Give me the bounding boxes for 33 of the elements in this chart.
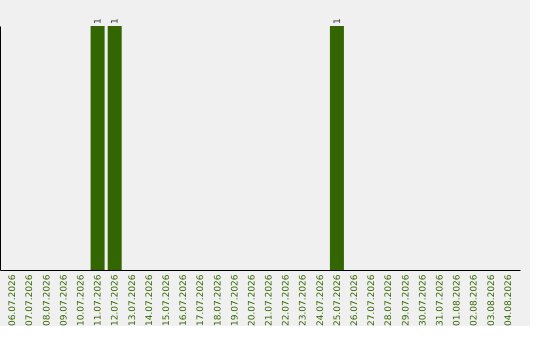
x-tick-label: 23.07.2026 [298, 274, 309, 326]
x-tick-label: 26.07.2026 [350, 274, 360, 326]
x-tick-label: 28.07.2026 [384, 274, 394, 326]
x-tick-label: 02.08.2026 [470, 274, 480, 326]
x-tick-label: 13.07.2026 [128, 274, 138, 326]
x-tick-label: 10.07.2026 [76, 274, 87, 326]
x-tick-label: 31.07.2026 [435, 274, 446, 326]
x-tick-label: 12.07.2026 [110, 274, 121, 326]
x-tick-label: 30.07.2026 [418, 274, 428, 326]
x-tick-label: 03.08.2026 [486, 274, 497, 326]
x-tick-label: 08.07.2026 [42, 274, 52, 326]
x-tick-label: 29.07.2026 [401, 274, 412, 326]
x-tick-label: 25.07.2026 [332, 274, 343, 326]
x-tick-label: 09.07.2026 [59, 274, 70, 326]
x-tick-label: 15.07.2026 [162, 274, 172, 326]
x-tick-label: 11.07.2026 [94, 274, 104, 326]
data-label: 1 [94, 18, 104, 24]
x-tick-label: 21.07.2026 [264, 274, 275, 326]
x-tick-label: 04.08.2026 [504, 274, 514, 326]
x-tick-label: 14.07.2026 [144, 274, 155, 326]
x-tick-label: 07.07.2026 [25, 274, 36, 326]
data-label: 1 [332, 18, 343, 24]
x-tick-label: 22.07.2026 [282, 274, 292, 326]
x-tick-label: 16.07.2026 [179, 274, 190, 326]
x-tick-label: 27.07.2026 [367, 274, 378, 326]
x-tick-label: 01.08.2026 [452, 274, 463, 326]
x-tick-label: 06.07.2026 [8, 274, 18, 326]
data-label: 1 [110, 18, 121, 24]
x-tick-label: 24.07.2026 [316, 274, 326, 326]
x-tick-label: 17.07.2026 [196, 274, 206, 326]
x-tick-label: 18.07.2026 [213, 274, 224, 326]
x-tick-label: 20.07.2026 [247, 274, 258, 326]
x-tick-label: 19.07.2026 [230, 274, 240, 326]
